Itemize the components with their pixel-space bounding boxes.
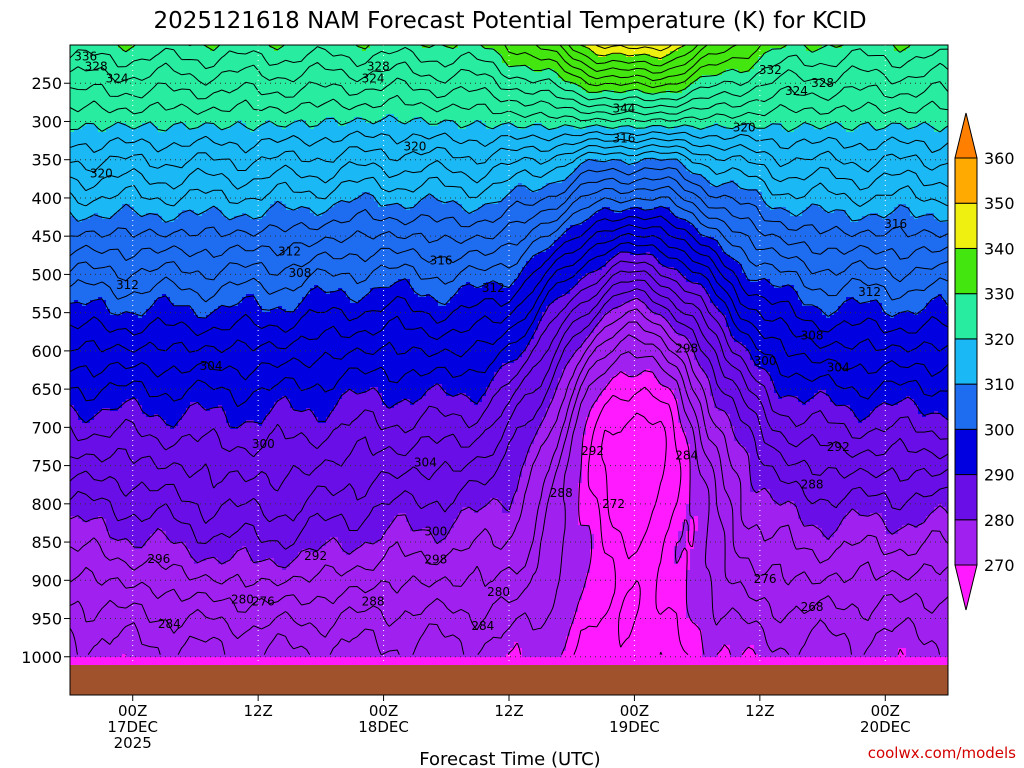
y-tick-label: 1000	[21, 648, 62, 667]
y-tick-label: 250	[31, 74, 62, 93]
colorbar-tick-label: 350	[984, 194, 1015, 213]
x-tick-label: 12Z	[494, 702, 523, 720]
contour-label: 300	[754, 354, 777, 368]
colorbar-band	[955, 429, 977, 474]
y-tick-label: 850	[31, 533, 62, 552]
contour-label: 288	[362, 595, 385, 609]
colorbar-band	[955, 520, 977, 565]
colorbar-tick-label: 270	[984, 556, 1015, 575]
colorbar: 270 280 290 300 310 320 330 340 350 360	[955, 113, 1015, 610]
contour-label: 320	[90, 166, 113, 180]
contour-label: 308	[801, 329, 824, 343]
contour-label: 276	[252, 595, 275, 609]
contour-label: 272	[602, 497, 625, 511]
contour-label: 316	[430, 254, 453, 268]
x-tick-label: 18DEC	[358, 718, 409, 736]
credit-text: coolwx.com/models	[868, 744, 1016, 762]
y-tick-label: 450	[31, 227, 62, 246]
colorbar-tick-label: 330	[984, 285, 1015, 304]
contour-label: 344	[613, 101, 636, 115]
contour-label: 268	[801, 600, 824, 614]
contour-label: 324	[785, 84, 808, 98]
contour-label: 312	[858, 285, 881, 299]
contour-label: 284	[471, 619, 494, 633]
y-tick-label: 600	[31, 342, 62, 361]
y-tick-label: 650	[31, 380, 62, 399]
y-tick-label: 550	[31, 304, 62, 323]
y-tick-label: 400	[31, 189, 62, 208]
contour-label: 316	[884, 217, 907, 231]
contour-label: 280	[231, 592, 254, 606]
colorbar-band	[955, 294, 977, 339]
y-tick-label: 950	[31, 610, 62, 629]
contour-label: 324	[106, 72, 129, 86]
colorbar-tick-label: 280	[984, 511, 1015, 530]
y-tick-label: 700	[31, 418, 62, 437]
colorbar-tick-label: 300	[984, 420, 1015, 439]
contour-label: 304	[827, 361, 850, 375]
contour-label: 284	[158, 617, 181, 631]
contour-label: 328	[811, 76, 834, 90]
colorbar-tick-label: 320	[984, 330, 1015, 349]
contour-label: 298	[424, 553, 447, 567]
contour-label: 316	[613, 131, 636, 145]
colorbar-band	[955, 248, 977, 293]
contour-label: 292	[304, 549, 327, 563]
contour-label: 288	[801, 478, 824, 492]
contour-label: 312	[116, 278, 139, 292]
contour-label: 308	[288, 266, 311, 280]
y-tick-label: 300	[31, 112, 62, 131]
colorbar-band	[955, 158, 977, 203]
contour-label: 312	[482, 281, 505, 295]
y-tick-label: 350	[31, 151, 62, 170]
contour-label: 320	[733, 121, 756, 135]
colorbar-tick-label: 310	[984, 375, 1015, 394]
contour-label: 332	[759, 63, 782, 77]
colorbar-max-triangle	[955, 113, 977, 158]
y-tick-label: 500	[31, 265, 62, 284]
chart-title: 2025121618 NAM Forecast Potential Temper…	[153, 8, 866, 34]
x-tick-label: 12Z	[745, 702, 774, 720]
colorbar-band	[955, 384, 977, 429]
contour-label: 304	[414, 456, 437, 470]
x-tick-label: 12Z	[243, 702, 272, 720]
contour-label: 292	[827, 440, 850, 454]
colorbar-band	[955, 475, 977, 520]
x-tick-label: 2025	[114, 734, 152, 752]
contour-label: 296	[147, 552, 170, 566]
x-axis-label: Forecast Time (UTC)	[419, 749, 600, 768]
contour-label: 312	[278, 244, 301, 258]
contour-label: 276	[754, 572, 777, 586]
colorbar-band	[955, 339, 977, 384]
contour-label: 300	[424, 524, 447, 538]
y-tick-label: 900	[31, 571, 62, 590]
plot-area: 3363283243203123042962842802763003123082…	[70, 45, 951, 695]
colorbar-tick-label: 290	[984, 466, 1015, 485]
contour-label: 304	[200, 359, 223, 373]
colorbar-band	[955, 203, 977, 248]
y-axis: 250 300 350 400 450 500 550 600 650 700 750 800 850 9…	[21, 74, 70, 667]
contour-label: 298	[675, 342, 698, 356]
contour-label: 284	[675, 449, 698, 463]
colorbar-min-triangle	[955, 565, 977, 610]
y-tick-label: 800	[31, 495, 62, 514]
contour-label: 320	[403, 140, 426, 154]
contour-label: 328	[85, 59, 108, 73]
colorbar-tick-label: 360	[984, 149, 1015, 168]
colorbar-tick-label: 340	[984, 239, 1015, 258]
x-tick-label: 19DEC	[609, 718, 660, 736]
y-tick-label: 750	[31, 457, 62, 476]
contour-label: 288	[550, 486, 573, 500]
x-tick-label: 20DEC	[860, 718, 911, 736]
contour-label: 280	[487, 585, 510, 599]
contour-label: 324	[362, 72, 385, 86]
contour-label: 292	[581, 444, 604, 458]
contour-label: 300	[252, 437, 275, 451]
ground-surface	[70, 665, 948, 695]
